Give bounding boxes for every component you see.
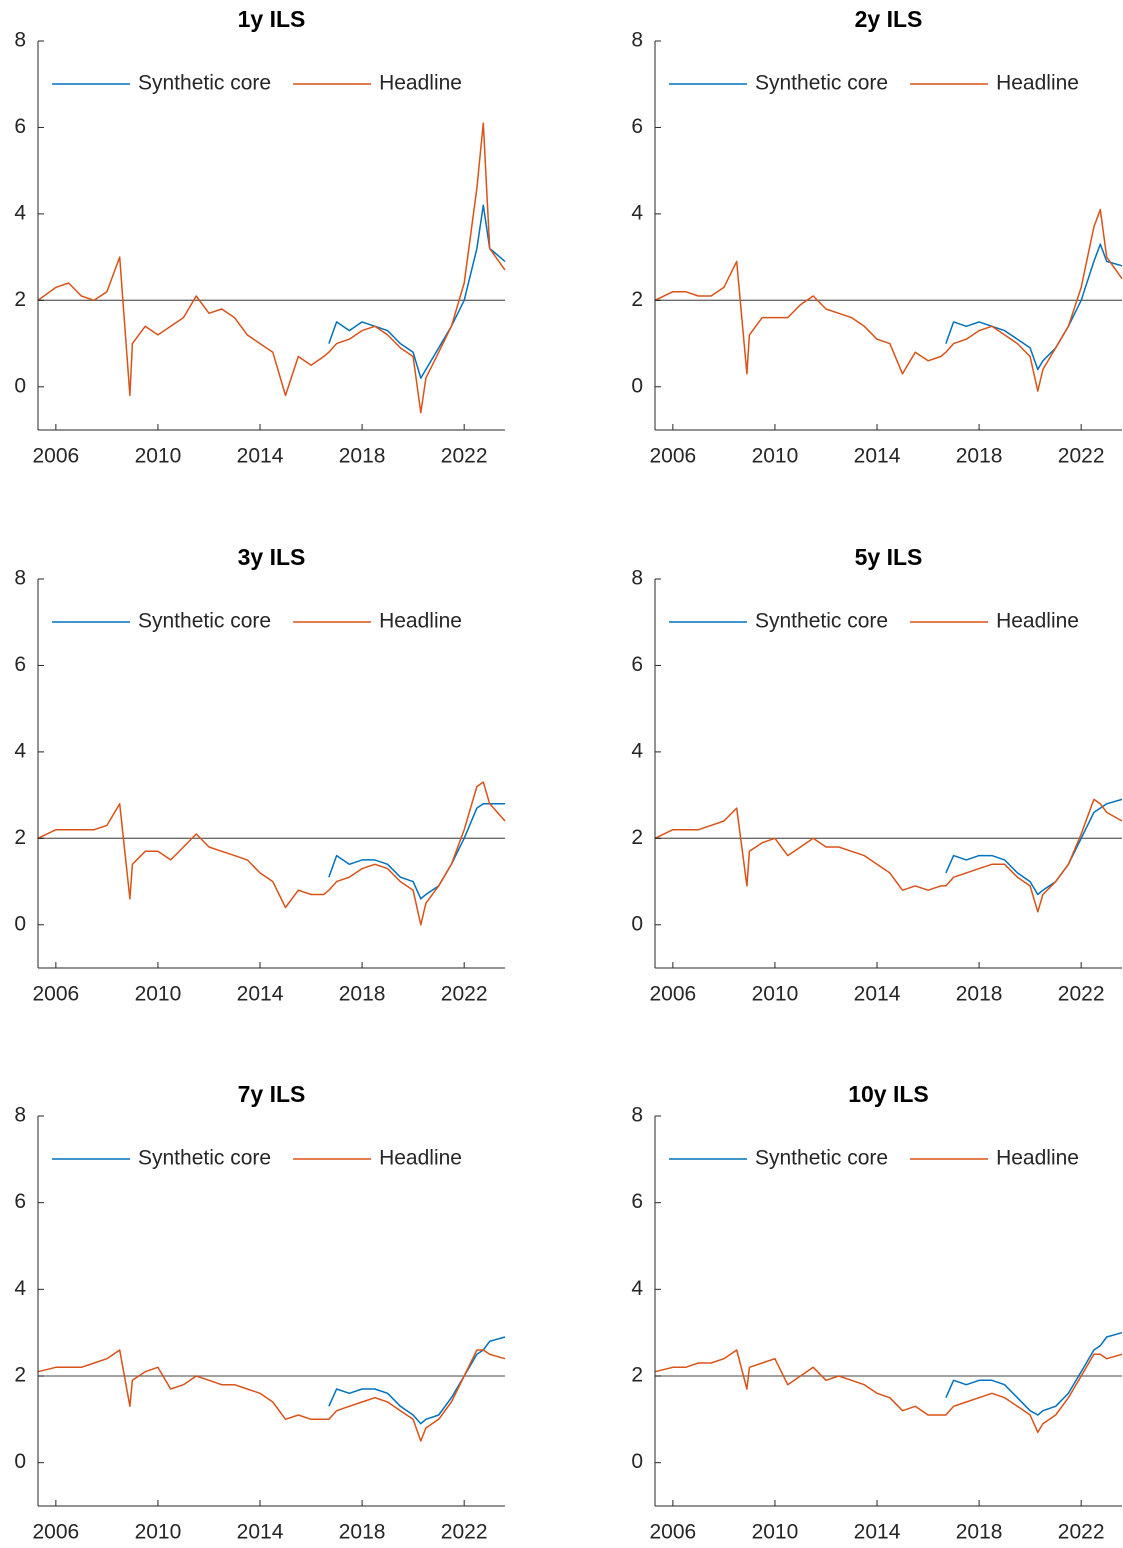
x-tick-label: 2014 <box>237 1521 284 1544</box>
x-tick-label: 2010 <box>752 1521 799 1544</box>
y-tick-label: 8 <box>14 567 26 590</box>
x-tick-label: 2010 <box>752 983 799 1006</box>
legend-label: Headline <box>379 72 462 95</box>
y-tick-label: 4 <box>631 201 643 224</box>
series-line <box>945 243 1123 371</box>
x-tick-label: 2014 <box>237 445 284 468</box>
x-tick-label: 2022 <box>441 983 488 1006</box>
x-tick-label: 2010 <box>135 1521 182 1544</box>
x-tick-label: 2006 <box>33 983 80 1006</box>
chart-title: 7y ILS <box>238 1081 306 1107</box>
x-tick-label: 2018 <box>339 445 386 468</box>
series-line <box>654 208 1123 392</box>
y-tick-label: 4 <box>14 201 26 224</box>
legend-label: Headline <box>996 1147 1079 1170</box>
y-tick-label: 6 <box>631 115 643 138</box>
series-line <box>328 803 505 900</box>
y-tick-label: 0 <box>14 1450 26 1473</box>
x-tick-label: 2022 <box>441 1521 488 1544</box>
y-tick-label: 2 <box>14 826 26 849</box>
x-tick-label: 2014 <box>854 445 901 468</box>
y-tick-label: 6 <box>631 653 643 676</box>
chart-title: 10y ILS <box>848 1081 929 1107</box>
x-tick-label: 2014 <box>854 983 901 1006</box>
y-tick-label: 2 <box>631 288 643 311</box>
y-tick-label: 8 <box>631 567 643 590</box>
x-tick-label: 2010 <box>752 445 799 468</box>
y-tick-label: 8 <box>631 29 643 52</box>
series-line <box>37 1349 506 1442</box>
chart-title: 5y ILS <box>855 544 923 570</box>
legend-label: Headline <box>996 72 1079 95</box>
x-tick-label: 2018 <box>956 1521 1003 1544</box>
chart-title: 1y ILS <box>238 6 306 32</box>
y-tick-label: 0 <box>631 374 643 397</box>
x-tick-label: 2006 <box>33 1521 80 1544</box>
legend-label: Synthetic core <box>755 1147 888 1170</box>
y-tick-label: 2 <box>631 826 643 849</box>
series-line <box>945 798 1123 896</box>
y-tick-label: 8 <box>14 1104 26 1127</box>
x-tick-label: 2022 <box>1058 983 1105 1006</box>
x-tick-label: 2006 <box>650 1521 697 1544</box>
legend-label: Synthetic core <box>138 72 271 95</box>
x-tick-label: 2018 <box>339 1521 386 1544</box>
legend-label: Synthetic core <box>138 1147 271 1170</box>
series-line <box>945 1331 1123 1416</box>
series-line <box>654 1349 1123 1434</box>
x-tick-label: 2022 <box>1058 1521 1105 1544</box>
series-line <box>328 1336 506 1425</box>
legend-label: Headline <box>379 610 462 633</box>
legend-label: Synthetic core <box>138 610 271 633</box>
x-tick-label: 2006 <box>650 445 697 468</box>
y-tick-label: 0 <box>14 374 26 397</box>
legend-label: Headline <box>996 610 1079 633</box>
y-tick-label: 2 <box>14 1364 26 1387</box>
y-tick-label: 6 <box>631 1190 643 1213</box>
y-tick-label: 6 <box>14 115 26 138</box>
x-tick-label: 2014 <box>237 983 284 1006</box>
x-tick-label: 2006 <box>650 983 697 1006</box>
legend-label: Headline <box>379 1147 462 1170</box>
series-line <box>328 204 506 379</box>
y-tick-label: 0 <box>631 912 643 935</box>
x-tick-label: 2018 <box>956 445 1003 468</box>
x-tick-label: 2006 <box>33 445 80 468</box>
y-tick-label: 8 <box>14 29 26 52</box>
x-tick-label: 2014 <box>854 1521 901 1544</box>
y-tick-label: 4 <box>631 739 643 762</box>
y-tick-label: 0 <box>631 1450 643 1473</box>
legend-label: Synthetic core <box>755 72 888 95</box>
y-tick-label: 4 <box>631 1277 643 1300</box>
x-tick-label: 2010 <box>135 445 182 468</box>
x-tick-label: 2022 <box>1058 445 1105 468</box>
y-tick-label: 4 <box>14 739 26 762</box>
series-line <box>654 798 1123 913</box>
legend-label: Synthetic core <box>755 610 888 633</box>
series-line <box>37 781 506 926</box>
x-tick-label: 2018 <box>339 983 386 1006</box>
x-tick-label: 2022 <box>441 445 488 468</box>
y-tick-label: 2 <box>14 288 26 311</box>
y-tick-label: 4 <box>14 1277 26 1300</box>
y-tick-label: 6 <box>14 1190 26 1213</box>
y-tick-label: 6 <box>14 653 26 676</box>
x-tick-label: 2010 <box>135 983 182 1006</box>
y-tick-label: 2 <box>631 1364 643 1387</box>
series-line <box>37 122 506 414</box>
y-tick-label: 8 <box>631 1104 643 1127</box>
x-tick-label: 2018 <box>956 983 1003 1006</box>
chart-title: 3y ILS <box>238 544 306 570</box>
y-tick-label: 0 <box>14 912 26 935</box>
chart-title: 2y ILS <box>855 6 923 32</box>
